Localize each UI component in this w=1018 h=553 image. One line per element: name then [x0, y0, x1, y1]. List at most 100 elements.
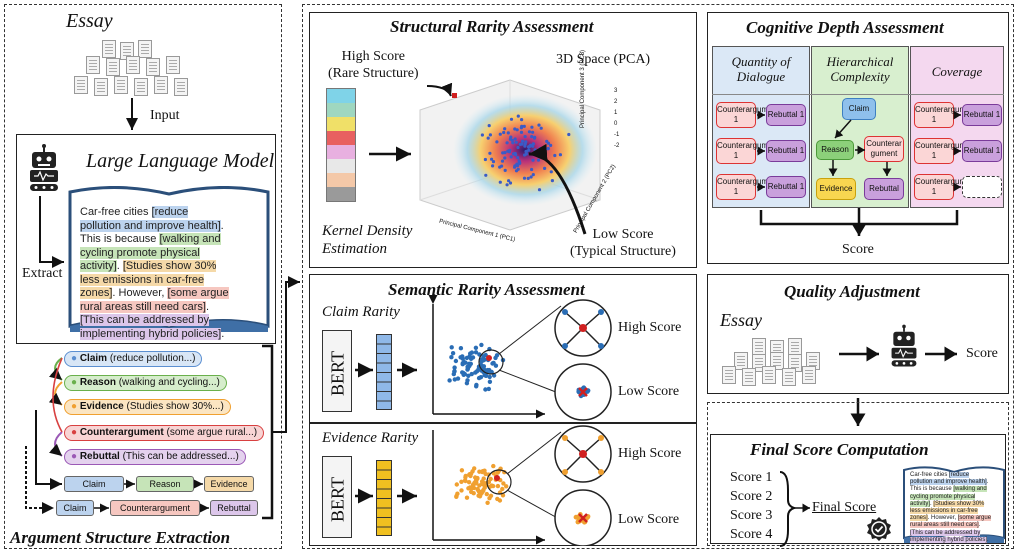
scatter-point: [524, 152, 528, 156]
chain1-claim: Claim: [64, 476, 124, 492]
scatter-point: [447, 378, 452, 383]
hc-reason: Reason: [816, 140, 854, 160]
scatter-point: [491, 164, 495, 168]
scatter-point: [484, 173, 488, 177]
scatter-point: [526, 176, 530, 180]
scatter-point: [527, 148, 531, 152]
scatter-point: [469, 371, 474, 377]
scatter-point: [473, 370, 478, 375]
scatter-point: [516, 145, 520, 150]
qd-rebuttal-1: Rebuttal 1: [766, 104, 806, 126]
scatter-point: [466, 373, 471, 378]
scatter-point: [475, 476, 480, 482]
scatter-point: [453, 358, 459, 364]
scatter-point: [476, 375, 482, 381]
scatter-point: [464, 495, 470, 500]
scatter-point: [501, 481, 506, 486]
scatter-point: [528, 143, 533, 147]
scatter-point: [508, 181, 513, 185]
scatter-point: [508, 137, 512, 141]
scatter-point: [504, 484, 509, 489]
quality-score: Score: [966, 346, 998, 361]
scatter-point: [466, 480, 472, 485]
scatter-point: [483, 387, 488, 392]
scatter-point: [477, 469, 482, 474]
scatter-point: [461, 359, 467, 365]
book-text: Car-free cities [reduce pollution and im…: [80, 206, 229, 340]
scatter-point: [530, 125, 534, 129]
pca-space-label: 3D Space (PCA): [556, 52, 651, 67]
final-score-label: Final Score: [812, 500, 877, 515]
chain2-counterargument: Counterargument: [110, 500, 200, 516]
qd-rebuttal-2: Rebuttal 1: [766, 140, 806, 162]
input-label: Input: [150, 108, 180, 123]
scatter-point: [498, 180, 502, 184]
scatter-point: [515, 128, 519, 132]
component-rebuttal: ● Rebuttal (This can be addressed...): [64, 449, 246, 465]
scatter-point: [523, 135, 527, 139]
hc-rebuttal: Rebuttal: [864, 178, 904, 200]
scatter-point: [452, 365, 457, 370]
semantic-title: Semantic Rarity Assessment: [388, 280, 585, 299]
evidence-high-score: High Score: [618, 446, 682, 461]
scatter-point: [517, 159, 521, 163]
scatter-point: [536, 158, 541, 162]
scatter-point: [473, 350, 479, 355]
scatter-point: [500, 486, 505, 492]
qd-counter-3: Counterargument 1: [716, 174, 779, 200]
scatter-point: [459, 479, 464, 484]
scatter-point: [550, 179, 554, 183]
scatter-point: [500, 164, 504, 168]
scatter-point: [488, 133, 492, 137]
scatter-point: [517, 162, 521, 166]
quality-essay-label: Essay: [720, 310, 762, 330]
pca-3d-plot: [419, 79, 601, 231]
cv-missing-rebuttal: [962, 176, 1002, 198]
scatter-point: [460, 370, 465, 375]
scatter-point: [479, 489, 484, 494]
scatter-point: [482, 373, 487, 378]
scatter-point: [484, 491, 489, 497]
scatter-point: [468, 361, 473, 366]
scatter-point: [454, 482, 459, 487]
kde-label: Kernel Density Estimation: [322, 223, 413, 257]
evidence-rarity-label: Evidence Rarity: [322, 430, 419, 446]
scatter-point: [509, 155, 513, 159]
scatter-point: [455, 491, 460, 496]
scatter-point: [531, 130, 535, 134]
scatter-point: [488, 493, 494, 498]
essay-label: Essay: [66, 10, 113, 32]
cv-counter-1: Counterargument 1: [914, 102, 977, 128]
scatter-point: [519, 130, 524, 134]
scatter-point: [553, 153, 557, 158]
bert-box-2: BERT: [322, 456, 352, 538]
low-score-label: Low Score (Typical Structure): [570, 227, 676, 259]
extract-label: Extract: [22, 266, 63, 281]
scatter-point: [505, 183, 509, 187]
scatter-point: [487, 124, 491, 128]
scatter-point: [558, 153, 562, 157]
scatter-point: [503, 168, 507, 172]
kde-color-legend: [326, 88, 356, 202]
scatter-point: [514, 140, 518, 144]
quality-robot-icon: [888, 322, 920, 370]
embedding-vector-blue: [376, 334, 392, 410]
scatter-point: [509, 117, 514, 121]
scatter-point: [475, 486, 480, 492]
scatter-point: [488, 476, 493, 482]
scatter-point: [523, 144, 527, 148]
scatter-point: [529, 175, 533, 179]
scatter-point: [459, 468, 465, 473]
qd-rebuttal-3: Rebuttal 1: [766, 176, 806, 198]
scatter-point: [466, 486, 471, 491]
scatter-point: [495, 483, 501, 489]
scatter-point: [537, 123, 541, 127]
scatter-point: [543, 166, 547, 170]
scatter-point: [539, 126, 543, 130]
col-quantity-title: Quantity of Dialogue: [731, 54, 791, 84]
scatter-point: [495, 496, 500, 502]
scatter-point: [530, 135, 534, 139]
scatter-point: [505, 141, 509, 145]
scatter-point: [491, 360, 496, 366]
scatter-point: [482, 468, 487, 473]
